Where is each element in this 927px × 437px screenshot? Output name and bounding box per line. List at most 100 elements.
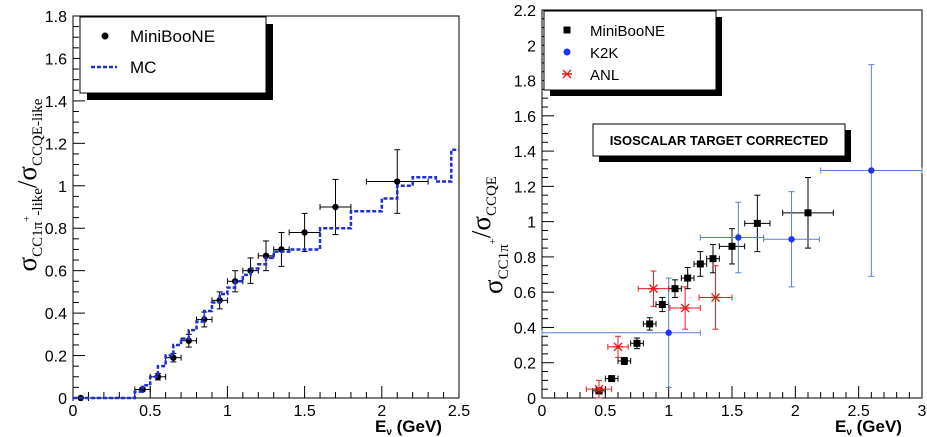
series-miniboone	[72, 149, 429, 402]
point-marker	[868, 167, 875, 174]
data-point	[744, 194, 771, 253]
y-tick-label: 0	[58, 391, 67, 408]
data-point	[637, 270, 670, 307]
x-tick-label: 2.5	[848, 403, 870, 420]
data-point	[820, 64, 923, 277]
legend-label: ANL	[590, 67, 619, 84]
data-point	[680, 266, 695, 290]
x-axis-label: Eν (GeV)	[835, 417, 902, 437]
point-marker	[154, 373, 162, 380]
point-marker	[804, 209, 812, 217]
point-marker	[665, 329, 672, 336]
x-tick-label: 2	[377, 403, 386, 420]
data-point	[585, 379, 613, 399]
y-tick-label: 1.4	[514, 144, 536, 161]
y-axis-label: σCC1π+/σCCQE	[466, 176, 512, 294]
y-tick-label: 1	[58, 179, 67, 196]
point-marker	[332, 203, 339, 211]
point-marker	[594, 384, 604, 394]
point-marker	[684, 274, 692, 282]
y-tick-label: 1.6	[514, 109, 536, 126]
data-point	[630, 337, 644, 350]
y-tick-label: 1	[527, 215, 536, 232]
data-point	[541, 277, 701, 388]
y-tick-label: 1.2	[514, 179, 536, 196]
mc-step-line	[73, 148, 459, 400]
point-marker	[646, 320, 654, 328]
legend-swatch	[563, 26, 571, 34]
legend-box	[79, 16, 267, 94]
y-tick-label: 0.2	[45, 349, 67, 366]
point-marker	[788, 236, 795, 243]
data-point	[698, 265, 733, 330]
legend-swatch	[562, 69, 572, 79]
x-tick-label: 0.5	[139, 403, 161, 420]
data-point	[288, 212, 321, 253]
x-tick-label: 2	[791, 403, 800, 420]
data-point	[607, 335, 629, 358]
y-tick-label: 2.2	[514, 3, 536, 20]
y-tick-label: 2	[527, 38, 536, 55]
data-point	[642, 317, 657, 331]
y-tick-label: 0.6	[514, 285, 536, 302]
legend-swatch	[563, 48, 571, 56]
point-marker	[633, 339, 641, 347]
legend: MiniBooNE K2K ANL	[543, 10, 722, 96]
point-marker	[613, 342, 623, 352]
legend: MiniBooNE MC	[79, 16, 273, 100]
y-tick-label: 0.8	[45, 221, 67, 238]
data-point	[604, 375, 619, 383]
x-axis-label: Eν (GeV)	[375, 417, 442, 437]
data-point	[365, 149, 429, 214]
x-tick-label: 0	[69, 403, 78, 420]
y-tick-label: 1.8	[514, 74, 536, 91]
point-marker	[394, 178, 401, 185]
legend-label: MiniBooNE	[590, 23, 665, 40]
series-mc	[73, 148, 459, 400]
data-point	[196, 311, 213, 328]
x-tick-label: 1.5	[293, 403, 315, 420]
legend-box	[543, 10, 717, 91]
x-tick-label: 0	[538, 403, 547, 420]
annotation-box	[592, 123, 846, 157]
data-point	[273, 231, 290, 267]
y-tick-label: 0	[527, 391, 536, 408]
series-k2k	[541, 64, 923, 388]
y-tick-label: 0.2	[514, 356, 536, 373]
chart-panel-2: 0 0.2 0.4 0.6 0.8 1 1.2 1.4 1.6 1.8 2 2.2 0 0.5 1 1.5 2 2…	[466, 3, 927, 437]
point-marker	[301, 229, 308, 236]
data-point	[693, 251, 708, 277]
series-miniboone	[592, 177, 834, 395]
point-marker	[735, 234, 742, 241]
data-point	[655, 296, 670, 313]
y-tick-label: 1.6	[45, 51, 67, 68]
data-point	[149, 373, 167, 381]
x-tick-label: 1.5	[721, 403, 743, 420]
y-tick-label: 0.4	[45, 306, 67, 323]
annotation: ISOSCALAR TARGET CORRECTED	[592, 123, 851, 162]
point-marker	[648, 284, 659, 294]
y-tick-label: 1.2	[45, 136, 67, 153]
legend-label: MC	[130, 58, 156, 77]
data-point	[211, 291, 228, 310]
chart-panel-1: 0 0.2 0.4 0.6 0.8 1 1.2 1.4 1.6 1.8 0 0.5 1 1.5 2 2.5 Eν…	[12, 9, 470, 437]
point-marker	[696, 260, 704, 268]
data-point	[257, 240, 275, 272]
y-tick-label: 0.6	[45, 264, 67, 281]
x-tick-label: 3	[918, 403, 927, 420]
x-tick-label: 1	[664, 403, 673, 420]
data-point	[165, 352, 182, 363]
point-marker	[671, 285, 679, 293]
point-marker	[658, 301, 666, 309]
x-tick-label: 0.5	[594, 403, 616, 420]
point-marker	[680, 303, 691, 313]
point-marker	[620, 357, 628, 365]
data-point	[319, 178, 352, 236]
data-point	[668, 279, 682, 298]
annotation-text: ISOSCALAR TARGET CORRECTED	[610, 133, 829, 148]
point-marker	[709, 255, 717, 263]
data-point	[763, 191, 820, 288]
y-tick-label: 0.4	[514, 320, 536, 337]
point-marker	[608, 375, 616, 383]
